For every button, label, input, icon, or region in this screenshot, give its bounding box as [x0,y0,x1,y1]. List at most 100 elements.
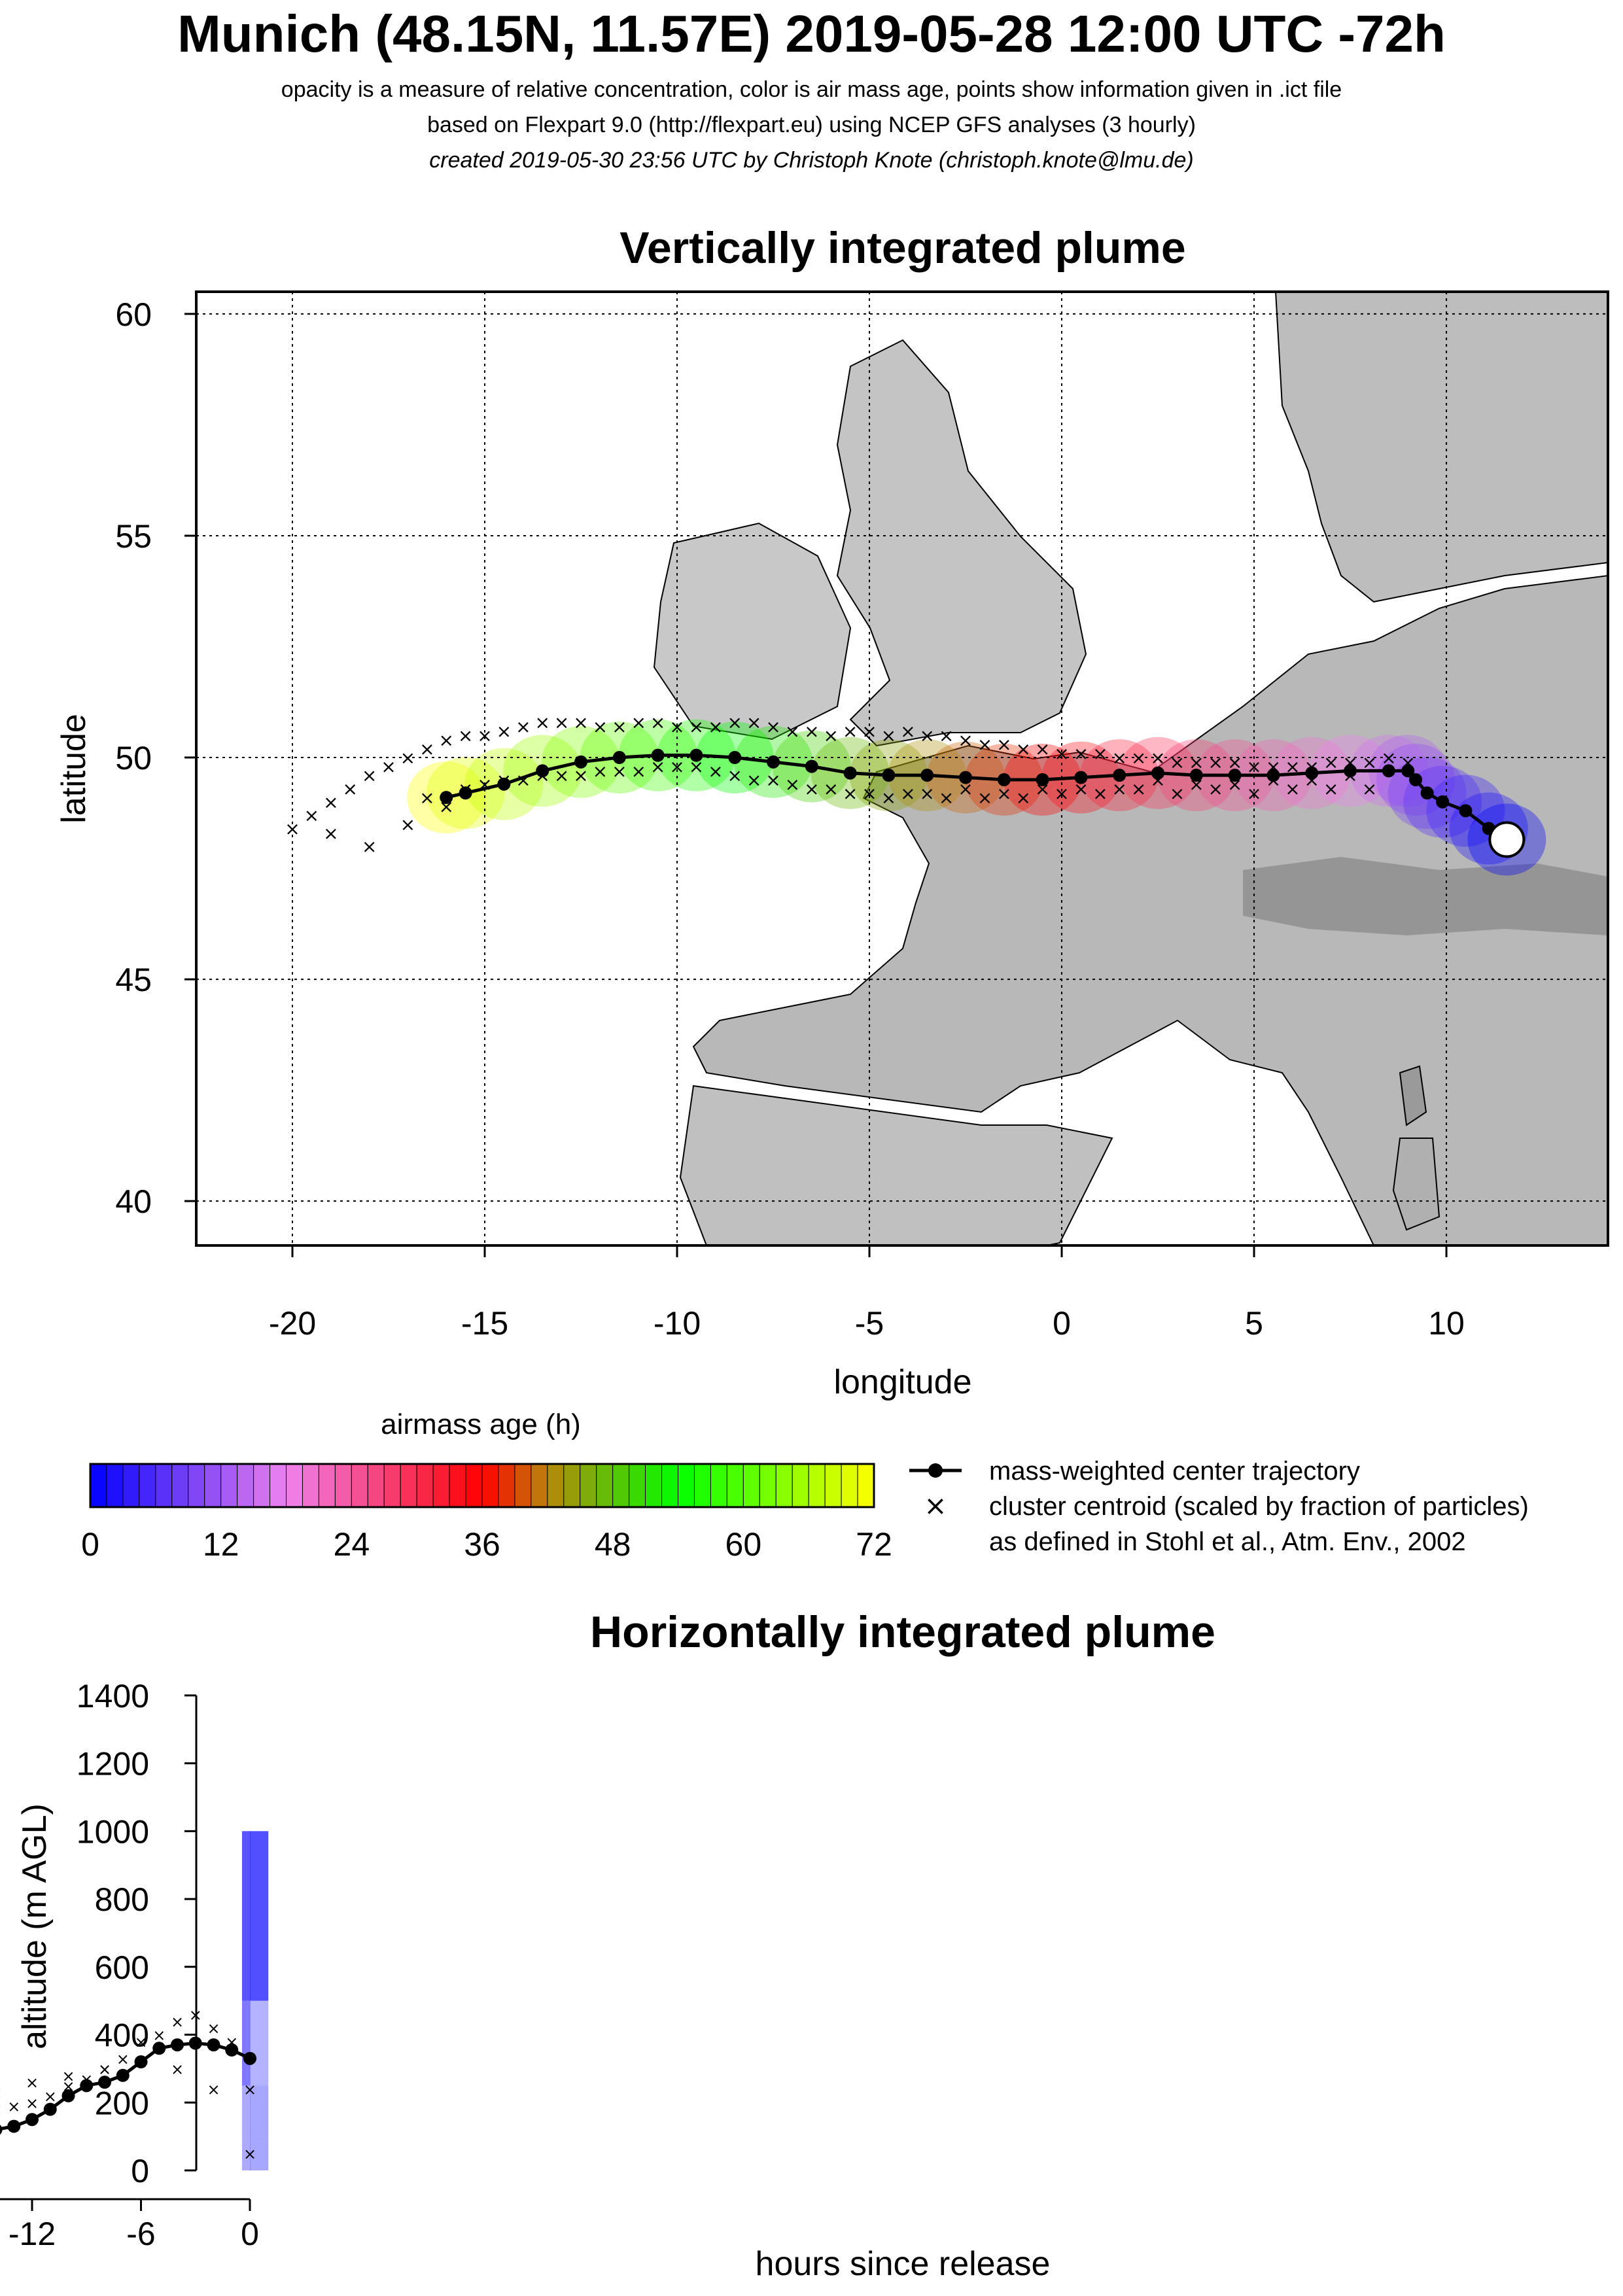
altitude-centroid-marker: × [7,2097,20,2115]
altitude-band-cell [32,2136,50,2170]
map-centroid-marker: × [785,774,800,795]
map-centroid-marker: × [1362,778,1377,800]
map-trajectory-point [1420,786,1434,800]
map-centroid-marker: × [1170,782,1185,804]
altitude-band-cell [214,2136,232,2170]
altitude-band-cell [105,2136,123,2170]
colorbar-tick-label: 48 [595,1526,631,1563]
altitude-ytick-label: 200 [95,2085,149,2121]
map-centroid-marker: × [631,712,646,733]
map-centroid-marker: × [977,734,992,756]
altitude-band-cell [177,2085,196,2136]
map-centroid-marker: × [650,712,665,733]
altitude-band-cell [196,2136,214,2170]
cross-marker-icon: × [924,1489,947,1522]
altitude-center-trajectory [0,2036,256,2135]
map-centroid-marker: × [708,716,723,738]
map-trajectory-point [1074,771,1088,784]
map-trajectory-point [1266,769,1280,782]
map-centroid-marker: × [765,716,780,738]
map-centroid-marker: × [1015,787,1030,809]
map-frame [195,290,1609,1247]
map-centroid-marker: × [862,720,877,742]
map-grid [196,292,1608,1245]
colorbar-tick-label: 0 [81,1526,99,1563]
colorbar-cell [759,1463,777,1508]
altitude-band-cell [50,2136,69,2170]
colorbar-tick-label: 12 [203,1526,239,1563]
colorbar-cell [204,1463,222,1508]
colorbar-cell [465,1463,483,1508]
colorbar-cell [318,1463,336,1508]
map-centroid-marker: × [477,725,492,746]
map-trajectory-point [612,751,626,765]
altitude-band-cell [250,2085,269,2137]
colorbar-frame [89,1463,875,1508]
colorbar-cell [678,1463,695,1508]
altitude-band-cell [250,1831,269,2001]
colorbar-cell [629,1463,646,1508]
altitude-band-cell [0,2136,14,2170]
map-centroid-marker: × [804,778,819,800]
altitude-centroid-marker: × [26,2074,39,2092]
altitude-trajectory-point [171,2038,184,2052]
map-centroid-marker: × [1073,742,1089,764]
map-centroid-marker: × [650,756,665,778]
altitude-band-cell [177,1831,196,2000]
map-trajectory-point [1401,764,1415,778]
map-xtick-label: -20 [269,1305,316,1342]
altitude-trajectory-point [80,2079,94,2093]
colorbar-cell [449,1463,466,1508]
colorbar-cell [841,1463,858,1508]
map-centroid-marker: × [1285,756,1300,778]
colorbar-cell [171,1463,189,1508]
map-ytick-label: 55 [115,518,152,555]
colorbar-cell [498,1463,515,1508]
map-centroid-marker: × [593,716,608,738]
map-centroid-marker: × [1227,752,1242,773]
map-centroid-marker: × [727,765,742,786]
colorbar-cell [367,1463,385,1508]
land-ireland [653,522,852,740]
map-centroid-marker: × [669,756,684,778]
altitude-trajectory-point [152,2042,166,2055]
colorbar-cell [531,1463,548,1508]
map-centroid-marker: × [573,765,588,786]
altitude-ytick-label: 1000 [77,1813,149,1850]
map-centroid-marker: × [900,720,915,742]
map-centroid-marker: × [534,712,550,733]
map-centroid-marker: × [843,782,858,804]
altitude-centroid-marker: × [134,2033,147,2051]
map-centroid-marker: × [400,814,415,835]
colorbar-tick-label: 36 [464,1526,500,1563]
altitude-band-cell [196,1831,214,2000]
map-trajectory-point [459,786,472,800]
altitude-centroid-marker: × [61,2067,75,2085]
map-centroid-marker: × [900,782,915,804]
map-trajectory-point [805,759,818,773]
subtitle-flexpart: based on Flexpart 9.0 (http://flexpart.e… [427,113,1196,137]
map-centroid-marker: × [419,738,434,759]
altitude-trajectory-point [26,2113,39,2127]
map-trajectory-point [1459,804,1473,818]
map-centroid-marker: × [342,778,357,800]
map-centroid-marker: × [939,787,954,809]
map-trajectory-point [1151,766,1165,780]
map-centroid-marker: × [554,712,569,733]
map-centroid-marker: × [919,725,934,746]
map-centroid-marker: × [1092,742,1108,764]
colorbar-tick-label: 60 [725,1526,762,1563]
subtitle-opacity: opacity is a measure of relative concent… [281,77,1342,102]
map-centroid-marker: × [554,765,569,786]
map-centroid-marker: × [323,791,338,813]
map-centroid-marker: × [996,734,1011,756]
land-continent [692,574,1608,1245]
map-centroid-marker: × [958,778,973,800]
altitude-x-axis: 0-6-12-18-24-30-36-42-48-54-60-66-72 [0,2198,259,2252]
page-title: Munich (48.15N, 11.57E) 2019-05-28 12:00… [177,5,1446,63]
map-trajectory-point [1036,773,1049,786]
map-xtick-label: 5 [1245,1305,1263,1342]
altitude-centroid-marker: × [171,2013,184,2031]
altitude-trajectory-point [43,2102,57,2116]
map-centroid-marker: × [438,729,453,751]
